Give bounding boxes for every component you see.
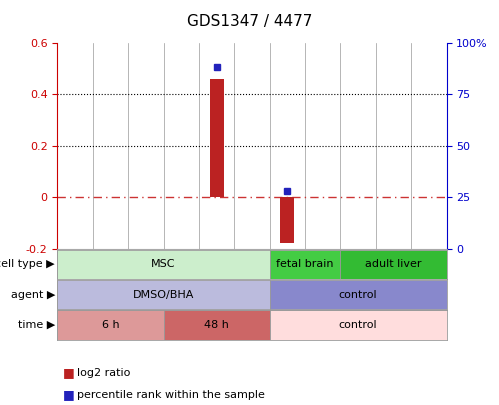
- Bar: [57, 249, 269, 279]
- Text: control: control: [339, 290, 377, 300]
- Bar: [269, 280, 447, 309]
- Text: GDS1347 / 4477: GDS1347 / 4477: [187, 14, 312, 29]
- Text: log2 ratio: log2 ratio: [77, 368, 131, 377]
- Text: ■: ■: [62, 388, 74, 401]
- Text: 6 h: 6 h: [102, 320, 119, 330]
- Bar: [164, 310, 269, 339]
- Bar: [57, 280, 269, 309]
- Text: ■: ■: [62, 366, 74, 379]
- Text: 48 h: 48 h: [204, 320, 229, 330]
- Bar: [269, 310, 447, 339]
- Text: percentile rank within the sample: percentile rank within the sample: [77, 390, 265, 400]
- Text: fetal brain: fetal brain: [276, 259, 334, 269]
- Text: MSC: MSC: [151, 259, 176, 269]
- Bar: [210, 79, 224, 198]
- Text: adult liver: adult liver: [365, 259, 422, 269]
- Text: control: control: [339, 320, 377, 330]
- Bar: [57, 310, 164, 339]
- Text: time ▶: time ▶: [17, 320, 55, 330]
- Bar: [280, 198, 294, 243]
- Text: cell type ▶: cell type ▶: [0, 259, 55, 269]
- Text: DMSO/BHA: DMSO/BHA: [133, 290, 194, 300]
- Bar: [269, 249, 340, 279]
- Bar: [340, 249, 447, 279]
- Text: agent ▶: agent ▶: [10, 290, 55, 300]
